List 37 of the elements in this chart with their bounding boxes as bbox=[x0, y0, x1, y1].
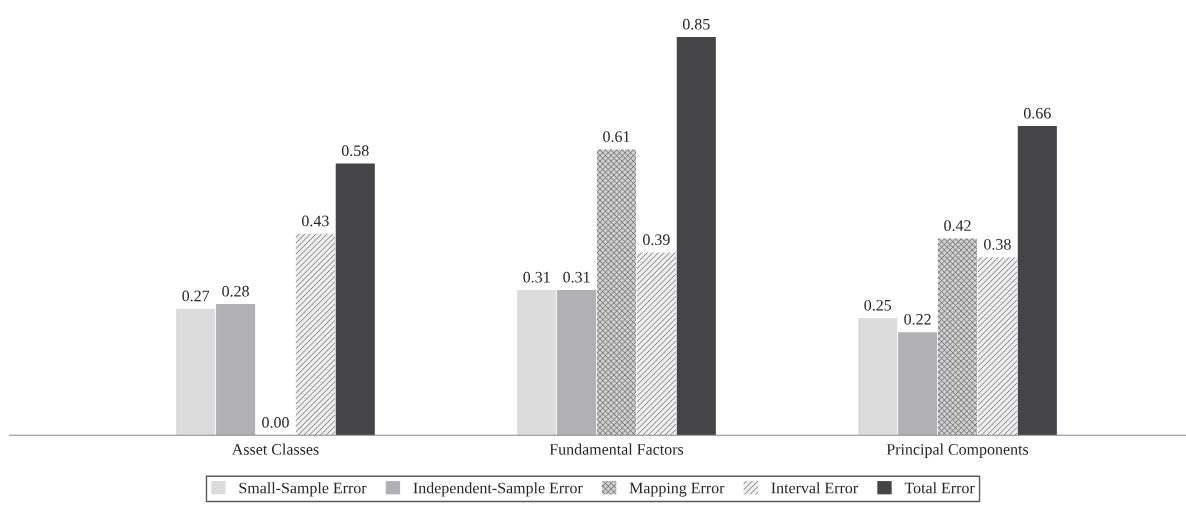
bar bbox=[858, 318, 898, 436]
data-label: 0.39 bbox=[643, 234, 670, 246]
data-label: 0.25 bbox=[864, 299, 892, 311]
x-tick-label: Fundamental Factors bbox=[549, 443, 684, 455]
bar bbox=[335, 163, 375, 436]
data-label: 0.38 bbox=[984, 238, 1011, 250]
bar bbox=[937, 238, 978, 436]
bar bbox=[176, 308, 216, 436]
bar bbox=[557, 289, 597, 436]
bar bbox=[596, 149, 637, 436]
data-label: 0.27 bbox=[182, 290, 210, 302]
legend-label: Independent-Sample Error bbox=[413, 482, 583, 497]
bar bbox=[977, 257, 1017, 436]
data-label: 0.00 bbox=[262, 417, 289, 428]
legend-label: Interval Error bbox=[771, 482, 858, 494]
bar bbox=[1017, 125, 1057, 436]
data-label: 0.61 bbox=[603, 131, 630, 143]
bar bbox=[636, 252, 676, 436]
data-label: 0.42 bbox=[944, 220, 971, 232]
data-label: 0.28 bbox=[222, 285, 249, 297]
data-label: 0.85 bbox=[682, 18, 710, 30]
x-tick-label: Asset Classes bbox=[231, 443, 319, 455]
bar bbox=[517, 289, 557, 436]
data-label: 0.43 bbox=[302, 215, 329, 227]
legend-label: Small-Sample Error bbox=[239, 482, 367, 497]
data-label: 0.58 bbox=[341, 145, 369, 157]
legend-label: Total Error bbox=[904, 482, 975, 494]
data-label: 0.66 bbox=[1023, 107, 1051, 119]
data-label: 0.22 bbox=[904, 313, 931, 325]
bar bbox=[216, 304, 256, 436]
x-tick-label: Principal Components bbox=[886, 443, 1029, 459]
data-label: 0.31 bbox=[563, 271, 590, 283]
bar bbox=[676, 36, 716, 436]
bar bbox=[898, 332, 938, 436]
legend-label: Mapping Error bbox=[629, 482, 725, 497]
data-label: 0.31 bbox=[523, 271, 550, 283]
bar bbox=[295, 233, 335, 436]
